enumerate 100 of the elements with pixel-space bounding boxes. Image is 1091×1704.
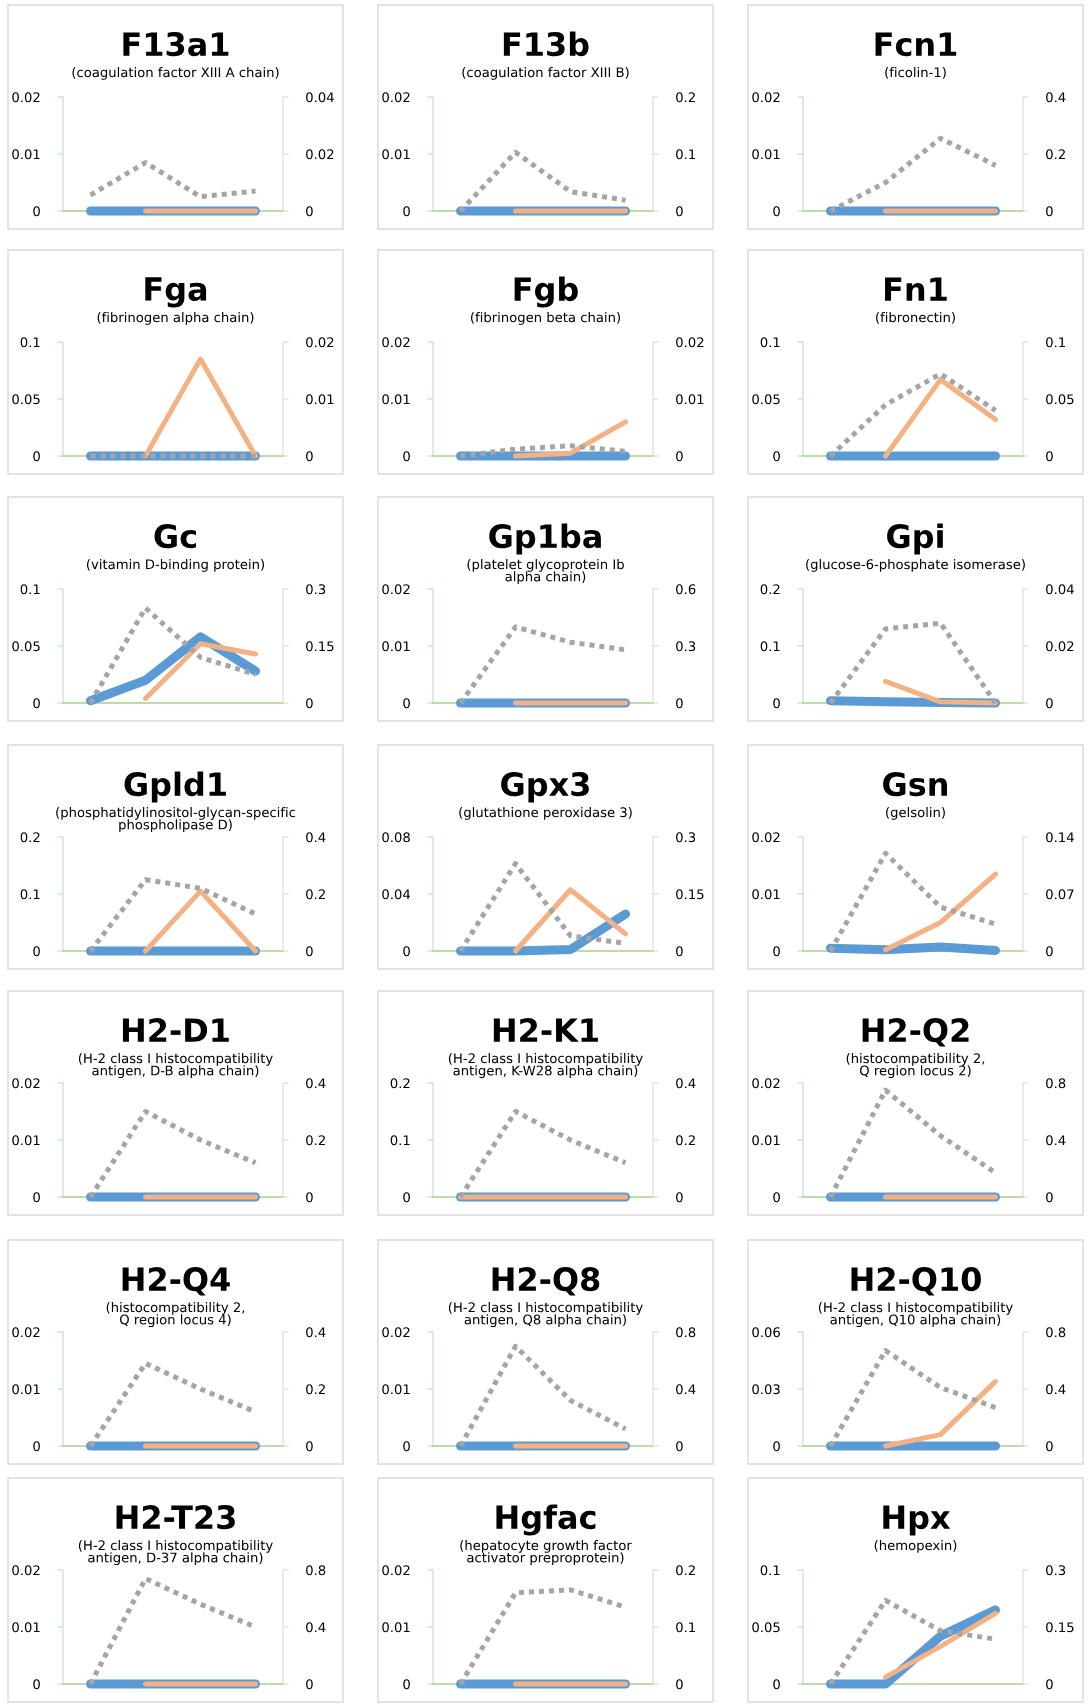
y2-tick-label: 0.02 [676, 337, 704, 348]
y-tick-label: 0.1 [20, 584, 40, 595]
y-tick-label: 0.02 [12, 1078, 40, 1089]
y2-tick-label: 0 [306, 206, 313, 217]
y-tick-label: 0.02 [382, 1327, 410, 1338]
chart-subtitle: (histocompatibility 2, Q region locus 4) [106, 1302, 245, 1328]
y2-tick-label: 0.4 [676, 1078, 696, 1089]
y2-tick-label: 0 [306, 946, 313, 957]
y2-tick-label: 0.15 [306, 641, 334, 652]
chart-title: Fn1 [885, 277, 947, 301]
y-tick-label: 0 [773, 1192, 780, 1203]
y-tick-label: 0.02 [12, 92, 40, 103]
y2-tick-label: 0.1 [1046, 337, 1065, 348]
chart-title: Gpld1 [124, 771, 226, 803]
y2-tick-label: 0.8 [306, 1565, 326, 1576]
y-tick-label: 0.1 [760, 1565, 780, 1576]
y-tick-label: 0 [33, 451, 40, 462]
y2-tick-label: 0 [306, 1441, 313, 1452]
chart-title: Gpx3 [501, 772, 589, 803]
y-tick-label: 0.01 [382, 149, 410, 160]
y-tick-label: 0 [403, 1192, 410, 1203]
chart-title: Fgb [514, 276, 578, 308]
y-tick-label: 0.1 [390, 1135, 410, 1146]
y-tick-label: 0 [773, 1679, 780, 1690]
chart-subtitle: (ficolin-1) [885, 67, 946, 79]
y-tick-label: 0.04 [382, 889, 411, 900]
y2-tick-label: 0.3 [676, 641, 696, 652]
y2-tick-label: 0.2 [306, 1135, 325, 1146]
y-tick-label: 0 [403, 698, 410, 709]
chart-subtitle: (coagulation factor XIII B) [462, 67, 629, 80]
chart-subtitle: (hepatocyte growth factor activator preproprotein) [460, 1540, 632, 1566]
y-tick-label: 0.02 [12, 1565, 40, 1576]
y-tick-label: 0.01 [12, 149, 40, 160]
y-tick-label: 0.1 [20, 889, 40, 900]
y2-tick-label: 0.3 [676, 832, 696, 843]
chart-subtitle: (phosphatidylinositol-glycan-specific phospholipase D) [56, 807, 296, 833]
chart-title: Fcn1 [875, 32, 957, 57]
y-tick-label: 0.05 [12, 394, 40, 405]
y2-tick-label: 0 [676, 1192, 683, 1203]
chart-title: H2-Q10 [851, 1267, 981, 1296]
y2-tick-label: 0 [1046, 1679, 1053, 1690]
y2-tick-label: 0 [1046, 1441, 1053, 1452]
y2-tick-label: 0 [306, 698, 313, 709]
y-tick-label: 0 [773, 451, 780, 462]
y-tick-label: 0.2 [390, 1078, 410, 1089]
chart-subtitle: (vitamin D-binding protein) [86, 559, 265, 572]
y2-tick-label: 0.2 [676, 1565, 695, 1576]
chart-subtitle: (platelet glycoprotein Ib alpha chain) [467, 559, 624, 585]
chart-subtitle: (H-2 class I histocompatibility antigen, D-B alpha chain) [78, 1053, 273, 1079]
chart-subtitle: (glucose-6-phosphate isomerase) [806, 559, 1025, 572]
y2-tick-label: 0.3 [306, 584, 326, 595]
y-tick-label: 0.02 [382, 584, 410, 595]
y-tick-label: 0 [33, 1441, 40, 1452]
y2-tick-label: 0.8 [676, 1327, 696, 1338]
y2-tick-label: 0.02 [306, 149, 334, 160]
y-tick-label: 0.01 [382, 641, 410, 652]
y2-tick-label: 0 [306, 1192, 313, 1203]
y-tick-label: 0.06 [752, 1327, 780, 1338]
y-tick-label: 0.02 [752, 92, 780, 103]
chart-subtitle: (H-2 class I histocompatibility antigen, Q8 alpha chain) [448, 1302, 643, 1328]
y-tick-label: 0.01 [382, 1622, 410, 1633]
y2-tick-label: 0.4 [676, 1384, 696, 1395]
chart-title: Gc [154, 524, 196, 549]
chart-title: Gpi [887, 523, 943, 555]
chart-title: F13a1 [123, 32, 229, 57]
y-tick-label: 0 [773, 1441, 780, 1452]
y2-tick-label: 0.2 [1046, 149, 1065, 160]
y-tick-label: 0.01 [752, 889, 780, 900]
y2-tick-label: 0 [676, 206, 683, 217]
y-tick-label: 0.01 [12, 1384, 40, 1395]
y-tick-label: 0.01 [752, 149, 780, 160]
chart-title: F13b [503, 31, 589, 57]
y-tick-label: 0.08 [382, 832, 410, 843]
y-tick-label: 0.01 [12, 1135, 40, 1146]
y2-tick-label: 0.2 [306, 1384, 325, 1395]
chart-subtitle: (gelsolin) [886, 807, 945, 820]
y-tick-label: 0 [33, 698, 40, 709]
y2-tick-label: 0.02 [306, 337, 334, 348]
y2-tick-label: 0 [306, 451, 313, 462]
chart-title: H2-Q4 [122, 1267, 230, 1296]
chart-title: H2-K1 [493, 1018, 598, 1042]
y-tick-label: 0.02 [382, 337, 410, 348]
y-tick-label: 0.02 [752, 832, 780, 843]
y2-tick-label: 0.2 [306, 889, 325, 900]
y2-tick-label: 0 [1046, 451, 1053, 462]
y2-tick-label: 0 [676, 1441, 683, 1452]
chart-title: H2-Q2 [862, 1018, 969, 1047]
chart-title: Fga [145, 277, 207, 308]
y2-tick-label: 0 [306, 1679, 313, 1690]
chart-subtitle: (glutathione peroxidase 3) [459, 807, 632, 820]
y2-tick-label: 0.8 [1046, 1327, 1066, 1338]
y-tick-label: 0.01 [12, 1622, 40, 1633]
chart-subtitle: (hemopexin) [874, 1540, 957, 1553]
y-tick-label: 0 [773, 206, 780, 217]
y-tick-label: 0 [403, 206, 410, 217]
chart-title: Hgfac [496, 1504, 596, 1536]
y2-tick-label: 0.4 [1046, 92, 1066, 103]
y2-tick-label: 0 [676, 698, 683, 709]
chart-title: H2-T23 [116, 1505, 235, 1530]
y2-tick-label: 0 [1046, 946, 1053, 957]
